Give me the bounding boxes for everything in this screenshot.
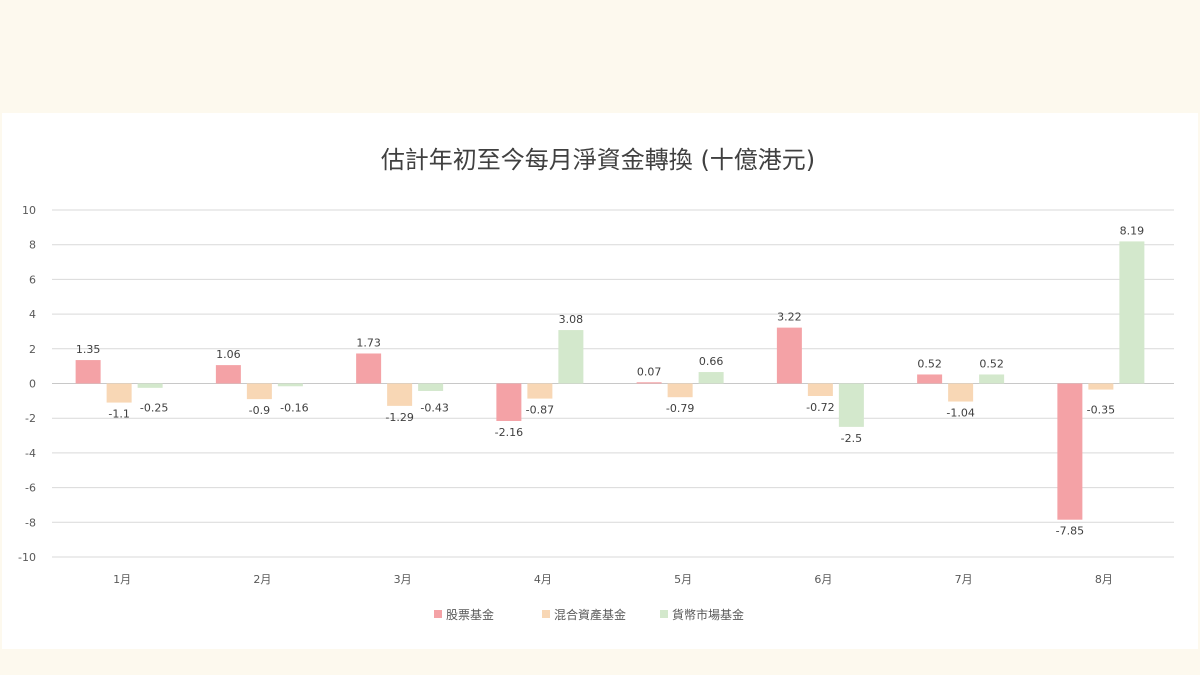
bar [1119,241,1145,384]
bar [418,383,444,391]
bar [838,383,864,427]
bar [698,372,724,384]
legend-swatch [542,610,550,618]
y-tick-label: 0 [29,378,36,391]
data-label: -1.1 [108,408,129,421]
bar [75,360,101,384]
legend-label: 股票基金 [446,607,494,622]
data-label: -2.5 [841,432,862,445]
legend-label: 混合資產基金 [554,607,626,622]
x-category-label: 4月 [534,573,552,586]
bar [137,383,163,388]
x-category-label: 6月 [814,573,832,586]
bars [75,241,1145,520]
y-tick-label: 2 [29,343,36,356]
y-tick-label: -10 [18,551,36,564]
legend-swatch [660,610,668,618]
chart-title: 估計年初至今每月淨資金轉換 (十億港元) [381,146,815,174]
data-label: -0.35 [1087,404,1115,417]
y-tick-label: 6 [29,273,36,286]
data-label: -0.79 [666,402,694,415]
data-labels: 1.35 -1.1 -0.25 1.06 -0.9 -0.16 1.73 -1.29 -0.43… [76,224,1144,537]
x-category-label: 1月 [113,573,131,586]
data-label: 1.73 [356,336,381,349]
data-label: 3.22 [777,311,802,324]
bar [527,383,553,399]
data-label: -0.25 [140,402,168,415]
legend-label: 貨幣市場基金 [672,607,744,622]
data-label: 8.19 [1120,224,1145,237]
data-label: 0.52 [917,357,942,370]
bar [636,382,662,384]
bar [356,353,382,384]
x-category-label: 8月 [1095,573,1113,586]
y-tick-label: -4 [25,447,36,460]
data-label: 1.35 [76,343,101,356]
bar [807,383,833,396]
data-label: -0.9 [249,404,270,417]
x-axis-categories: 1月 2月 3月 4月 5月 6月 7月 8月 [113,573,1113,586]
legend-swatch [434,610,442,618]
y-tick-label: 4 [29,308,36,321]
data-label: 0.66 [699,355,724,368]
data-label: -0.16 [280,402,308,415]
data-label: -0.72 [806,401,834,414]
data-label: 0.07 [637,365,662,378]
bar [979,374,1005,384]
legend: 股票基金 混合資產基金 貨幣市場基金 [434,607,744,622]
data-label: -1.29 [385,411,413,424]
data-label: -2.16 [495,426,523,439]
chart-card: 估計年初至今每月淨資金轉換 (十億港元) -10 -8 -6 -4 -2 0 2 4 6 8 10 … [2,113,1198,649]
bar [215,365,241,384]
data-label: -0.87 [526,404,554,417]
x-category-label: 7月 [955,573,973,586]
bar [776,327,802,384]
bar [948,383,974,402]
data-label: 0.52 [979,357,1004,370]
bar [1057,383,1083,520]
bar-chart: 估計年初至今每月淨資金轉換 (十億港元) -10-8-6-4-20246810 … [18,146,1174,622]
data-label: 3.08 [559,313,584,326]
x-category-label: 5月 [674,573,692,586]
data-label: -0.43 [420,402,448,415]
bar [246,383,272,400]
y-tick-label: 10 [22,204,36,217]
data-label: -1.04 [946,407,974,420]
bar [558,330,584,384]
x-category-label: 2月 [253,573,271,586]
data-label: -7.85 [1056,525,1084,538]
bar [1088,383,1114,390]
bar [387,383,413,406]
y-tick-label: -8 [25,516,36,529]
y-tick-label: -2 [25,412,36,425]
bar [667,383,693,398]
y-tick-label: -6 [25,482,36,495]
bar [496,383,522,421]
bar [277,383,303,387]
bar [917,374,943,384]
bar [106,383,132,403]
y-tick-label: 8 [29,239,36,252]
x-category-label: 3月 [394,573,412,586]
data-label: 1.06 [216,348,241,361]
y-axis-ticks: -10 -8 -6 -4 -2 0 2 4 6 8 10 [18,204,36,564]
